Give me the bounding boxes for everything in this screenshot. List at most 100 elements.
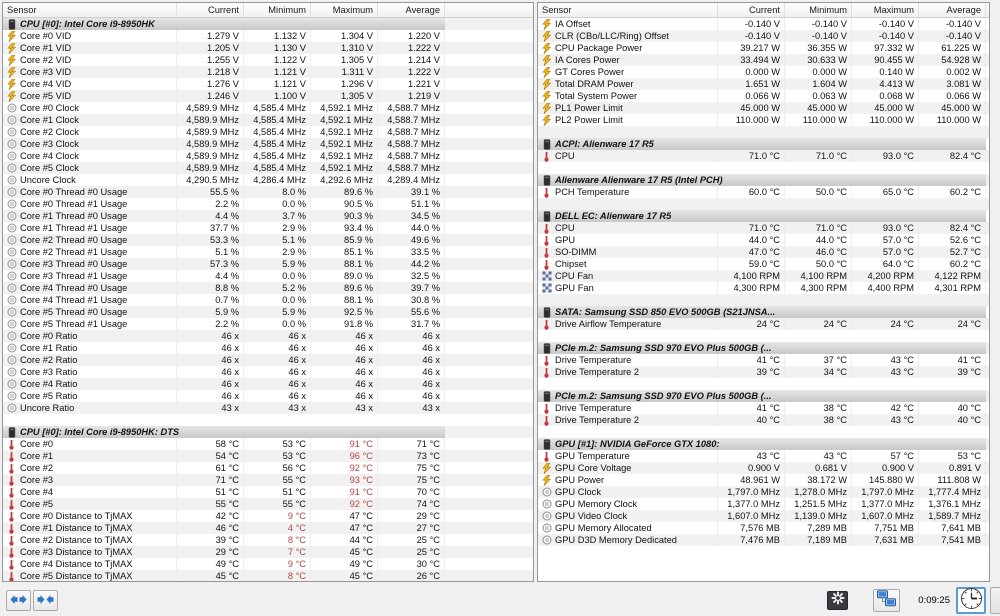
sensor-row[interactable]: Core #2 Thread #1 Usage 5.1 % 2.9 % 85.1 % 3… <box>3 246 533 258</box>
sensor-row[interactable]: Core #4 Distance to TjMAX 49 °C 9 °C 49 °C 3… <box>3 558 533 570</box>
sensor-row[interactable]: GPU Fan 4,300 RPM 4,300 RPM 4,400 RPM 4,301 … <box>538 282 989 294</box>
sensor-group-row[interactable]: SATA: Samsung SSD 850 EVO 500GB (S21JNSA… <box>538 306 989 318</box>
column-header-current[interactable]: Current <box>718 3 785 17</box>
sensor-row[interactable]: GPU Power 48.961 W 38.172 W 145.880 W 111.80… <box>538 474 989 486</box>
sensor-row[interactable]: IA Cores Power 33.494 W 30.633 W 90.455 W 54… <box>538 54 989 66</box>
sensor-row[interactable]: CPU Package Power 39.217 W 36.355 W 97.332 … <box>538 42 989 54</box>
sensor-row[interactable]: PL2 Power Limit 110.000 W 110.000 W 110.000… <box>538 114 989 126</box>
sensor-row[interactable]: GPU Memory Clock 1,377.0 MHz 1,251.5 MHz 1,… <box>538 498 989 510</box>
sensor-row[interactable]: Core #1 54 °C 53 °C 96 °C 73 °C <box>3 450 533 462</box>
sensor-group-row[interactable]: Alienware Alienware 17 R5 (Intel PCH) <box>538 174 989 186</box>
sensor-row[interactable]: Core #5 VID 1.246 V 1.100 V 1.305 V 1.219 V <box>3 90 533 102</box>
sensor-row[interactable]: Core #1 Ratio 46 x 46 x 46 x 46 x <box>3 342 533 354</box>
sensor-row[interactable]: Core #3 Clock 4,589.9 MHz 4,585.4 MHz 4,592… <box>3 138 533 150</box>
sensor-row[interactable]: Core #0 Thread #1 Usage 2.2 % 0.0 % 90.5 % 5… <box>3 198 533 210</box>
sensor-group-row[interactable]: CPU [#0]: Intel Core i9-8950HK: DTS <box>3 426 533 438</box>
sensor-row[interactable]: GT Cores Power 0.000 W 0.000 W 0.140 W 0.002… <box>538 66 989 78</box>
sensor-row[interactable]: Core #3 Thread #1 Usage 4.4 % 0.0 % 89.0 % 3… <box>3 270 533 282</box>
column-header-maximum[interactable]: Maximum <box>852 3 919 17</box>
sensor-row[interactable]: Core #2 Thread #0 Usage 53.3 % 5.1 % 85.9 %… <box>3 234 533 246</box>
sensor-row[interactable]: Uncore Clock 4,290.5 MHz 4,286.4 MHz 4,292.… <box>3 174 533 186</box>
column-header-sensor[interactable]: Sensor <box>538 3 718 17</box>
sensor-row[interactable]: Core #0 Clock 4,589.9 MHz 4,585.4 MHz 4,592… <box>3 102 533 114</box>
sensor-row[interactable]: Core #4 VID 1.276 V 1.121 V 1.296 V 1.221 V <box>3 78 533 90</box>
sensor-row[interactable]: Core #4 Thread #0 Usage 8.8 % 5.2 % 89.6 % 3… <box>3 282 533 294</box>
sensor-row[interactable]: Core #3 Thread #0 Usage 57.3 % 5.9 % 88.1 %… <box>3 258 533 270</box>
sensor-row[interactable]: Core #1 Thread #0 Usage 4.4 % 3.7 % 90.3 % 3… <box>3 210 533 222</box>
sensor-row[interactable]: GPU 44.0 °C 44.0 °C 57.0 °C 52.6 °C <box>538 234 989 246</box>
fan-control-button[interactable] <box>827 591 848 610</box>
sensor-row[interactable]: Core #5 Thread #0 Usage 5.9 % 5.9 % 92.5 % 5… <box>3 306 533 318</box>
sensor-row[interactable]: GPU Core Voltage 0.900 V 0.681 V 0.900 V 0.8… <box>538 462 989 474</box>
sensor-row[interactable]: Core #2 Distance to TjMAX 39 °C 8 °C 44 °C 2… <box>3 534 533 546</box>
remote-monitoring-button[interactable] <box>873 589 900 612</box>
sensor-row[interactable]: Core #5 Thread #1 Usage 2.2 % 0.0 % 91.8 % 3… <box>3 318 533 330</box>
sensor-group-row[interactable]: PCIe m.2: Samsung SSD 970 EVO Plus 500GB… <box>538 342 989 354</box>
sensor-row[interactable]: GPU D3D Memory Dedicated 7,476 MB 7,189 MB… <box>538 534 989 546</box>
sensor-row[interactable]: Core #4 Thread #1 Usage 0.7 % 0.0 % 88.1 % 3… <box>3 294 533 306</box>
sensor-row[interactable]: Core #2 VID 1.255 V 1.122 V 1.305 V 1.214 V <box>3 54 533 66</box>
sensor-row[interactable]: Core #3 VID 1.218 V 1.121 V 1.311 V 1.222 V <box>3 66 533 78</box>
sensor-row[interactable]: Core #0 VID 1.279 V 1.132 V 1.304 V 1.220 V <box>3 30 533 42</box>
sensor-row[interactable]: Core #5 Clock 4,589.9 MHz 4,585.4 MHz 4,592… <box>3 162 533 174</box>
sensor-row[interactable]: Drive Airflow Temperature 24 °C 24 °C 24 °C… <box>538 318 989 330</box>
sensor-group-row[interactable]: PCIe m.2: Samsung SSD 970 EVO Plus 500GB… <box>538 390 989 402</box>
sensor-row[interactable]: Core #1 VID 1.205 V 1.130 V 1.310 V 1.222 V <box>3 42 533 54</box>
sensor-group-row[interactable]: DELL EC: Alienware 17 R5 <box>538 210 989 222</box>
sensor-row[interactable]: Core #3 71 °C 55 °C 93 °C 75 °C <box>3 474 533 486</box>
sensor-row[interactable]: Core #0 Distance to TjMAX 42 °C 9 °C 47 °C 2… <box>3 510 533 522</box>
columns-expand-button[interactable] <box>6 590 31 611</box>
sensor-row[interactable]: CLR (CBo/LLC/Ring) Offset -0.140 V -0.140 … <box>538 30 989 42</box>
sensor-row[interactable]: Core #0 Thread #0 Usage 55.5 % 8.0 % 89.6 %… <box>3 186 533 198</box>
sensor-row[interactable]: Chipset 59.0 °C 50.0 °C 64.0 °C 60.2 °C <box>538 258 989 270</box>
sensor-row[interactable]: Drive Temperature 2 39 °C 34 °C 43 °C 39 °C <box>538 366 989 378</box>
sensor-row[interactable]: CPU 71.0 °C 71.0 °C 93.0 °C 82.4 °C <box>538 150 989 162</box>
sensor-row[interactable]: GPU Memory Allocated 7,576 MB 7,289 MB 7,75… <box>538 522 989 534</box>
sensor-row[interactable]: Core #2 Clock 4,589.9 MHz 4,585.4 MHz 4,592… <box>3 126 533 138</box>
sensor-row[interactable]: Core #1 Distance to TjMAX 46 °C 4 °C 47 °C 2… <box>3 522 533 534</box>
partial-edge-button[interactable] <box>990 587 1000 614</box>
sensor-row[interactable]: Drive Temperature 2 40 °C 38 °C 43 °C 40 °C <box>538 414 989 426</box>
sensor-row[interactable]: Core #0 Ratio 46 x 46 x 46 x 46 x <box>3 330 533 342</box>
sensor-row[interactable]: Core #5 55 °C 55 °C 92 °C 74 °C <box>3 498 533 510</box>
column-header-sensor[interactable]: Sensor <box>3 3 177 17</box>
sensor-row[interactable]: Core #1 Clock 4,589.9 MHz 4,585.4 MHz 4,592… <box>3 114 533 126</box>
sensor-row[interactable]: CPU Fan 4,100 RPM 4,100 RPM 4,200 RPM 4,122 … <box>538 270 989 282</box>
sensor-row[interactable]: Core #4 Clock 4,589.9 MHz 4,585.4 MHz 4,592… <box>3 150 533 162</box>
sensor-row[interactable]: Core #2 61 °C 56 °C 92 °C 75 °C <box>3 462 533 474</box>
sensor-row[interactable]: Core #5 Ratio 46 x 46 x 46 x 46 x <box>3 390 533 402</box>
sensor-row[interactable]: PCH Temperature 60.0 °C 50.0 °C 65.0 °C 60.2… <box>538 186 989 198</box>
column-header-minimum[interactable]: Minimum <box>244 3 311 17</box>
sensor-row[interactable]: Core #3 Ratio 46 x 46 x 46 x 46 x <box>3 366 533 378</box>
sensor-row[interactable]: SO-DIMM 47.0 °C 46.0 °C 57.0 °C 52.7 °C <box>538 246 989 258</box>
sensor-row[interactable]: Core #5 Distance to TjMAX 45 °C 8 °C 45 °C 2… <box>3 570 533 581</box>
sensor-row[interactable]: Core #0 58 °C 53 °C 91 °C 71 °C <box>3 438 533 450</box>
column-header-current[interactable]: Current <box>177 3 244 17</box>
sensor-row[interactable]: Core #1 Thread #1 Usage 37.7 % 2.9 % 93.4 %… <box>3 222 533 234</box>
sensor-row[interactable]: Core #4 51 °C 51 °C 91 °C 70 °C <box>3 486 533 498</box>
sensor-row[interactable]: IA Offset -0.140 V -0.140 V -0.140 V -0.140 … <box>538 18 989 30</box>
sensor-row[interactable]: Total DRAM Power 1.651 W 1.604 W 4.413 W 3.0… <box>538 78 989 90</box>
column-header-average[interactable]: Average <box>919 3 986 17</box>
sensor-value: 43 x <box>378 402 445 414</box>
sensor-row[interactable]: GPU Temperature 43 °C 43 °C 57 °C 53 °C <box>538 450 989 462</box>
sensor-row[interactable]: Drive Temperature 41 °C 38 °C 42 °C 40 °C <box>538 402 989 414</box>
sensor-row[interactable]: Core #3 Distance to TjMAX 29 °C 7 °C 45 °C 2… <box>3 546 533 558</box>
sensor-row[interactable]: GPU Clock 1,797.0 MHz 1,278.0 MHz 1,797.0 M… <box>538 486 989 498</box>
columns-collapse-button[interactable] <box>33 590 58 611</box>
sensor-group-row[interactable]: CPU [#0]: Intel Core i9-8950HK <box>3 18 533 30</box>
column-header-maximum[interactable]: Maximum <box>311 3 378 17</box>
column-header-minimum[interactable]: Minimum <box>785 3 852 17</box>
sensor-group-row[interactable]: GPU [#1]: NVIDIA GeForce GTX 1080: <box>538 438 989 450</box>
sensor-row[interactable]: GPU Video Clock 1,607.0 MHz 1,139.0 MHz 1,6… <box>538 510 989 522</box>
sensor-row[interactable]: Core #2 Ratio 46 x 46 x 46 x 46 x <box>3 354 533 366</box>
clock-button[interactable] <box>956 587 986 614</box>
sensor-group-row[interactable]: ACPI: Alienware 17 R5 <box>538 138 989 150</box>
sensor-row[interactable]: CPU 71.0 °C 71.0 °C 93.0 °C 82.4 °C <box>538 222 989 234</box>
sensor-row[interactable]: Uncore Ratio 43 x 43 x 43 x 43 x <box>3 402 533 414</box>
column-header-average[interactable]: Average <box>378 3 445 17</box>
sensor-row[interactable]: Core #4 Ratio 46 x 46 x 46 x 46 x <box>3 378 533 390</box>
sensor-row[interactable]: Drive Temperature 41 °C 37 °C 43 °C 41 °C <box>538 354 989 366</box>
